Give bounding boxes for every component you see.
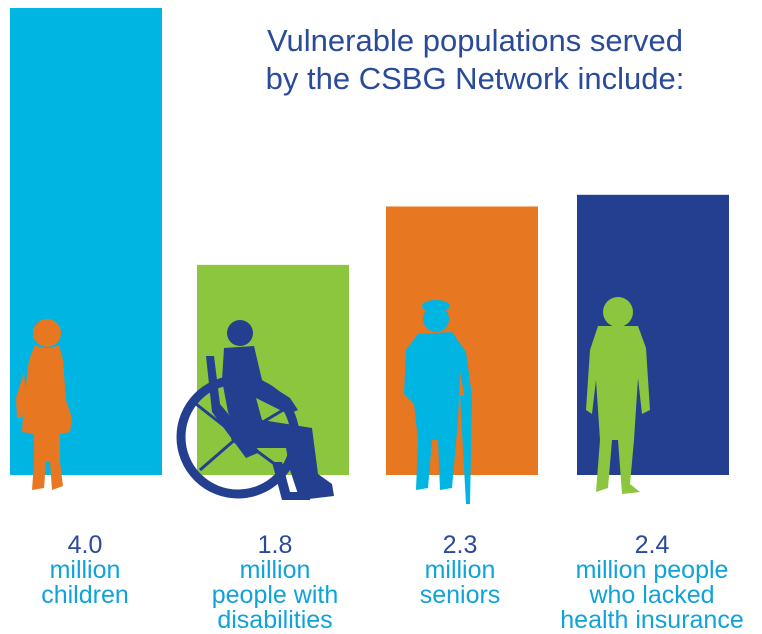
chart-title-line-1: Vulnerable populations served — [267, 23, 683, 58]
value-label-2: 2.3 — [442, 531, 478, 559]
chart-title-line-2: by the CSBG Network include: — [265, 61, 685, 96]
category-1-line-1: million — [239, 556, 311, 584]
category-2-line-1: million — [424, 556, 496, 584]
chart-title: Vulnerable populations served by the CSB… — [205, 22, 745, 98]
value-label-0: 4.0 — [67, 531, 103, 559]
bar-2 — [386, 206, 538, 475]
category-3-line-3: health insurance — [560, 606, 744, 634]
wheelchair-user-silhouette-icon — [176, 320, 334, 500]
adult-standing-silhouette-icon — [586, 297, 650, 494]
category-0-line-2: children — [41, 581, 129, 609]
child-silhouette-icon — [16, 319, 72, 490]
category-label-2: 2.3 million seniors — [345, 533, 575, 608]
category-0-line-1: million — [49, 556, 121, 584]
category-label-3: 2.4 million people who lacked health ins… — [537, 533, 762, 633]
value-label-1: 1.8 — [257, 531, 293, 559]
senior-with-cane-silhouette-icon — [404, 300, 472, 504]
category-label-0: 4.0 million children — [0, 533, 200, 608]
category-1-line-3: disabilities — [217, 606, 333, 634]
category-1-line-2: people with — [211, 581, 339, 609]
value-label-3: 2.4 — [634, 531, 670, 559]
category-label-1: 1.8 million people with disabilities — [160, 533, 390, 633]
category-2-line-2: seniors — [419, 581, 501, 609]
category-3-line-1: million people — [575, 556, 729, 584]
category-3-line-2: who lacked — [589, 581, 715, 609]
